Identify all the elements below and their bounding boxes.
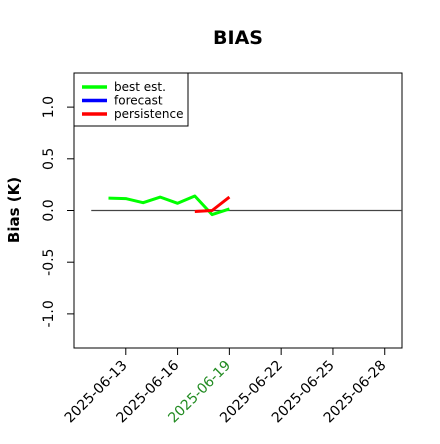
y-tick-label: 0.0 [41,199,57,221]
plot-layer: -1.0-0.50.00.51.02025-06-132025-06-16202… [41,72,403,426]
series-line-persistence [194,195,231,213]
legend-label: persistence [114,107,183,121]
y-tick-label: -1.0 [41,300,57,327]
y-tick-label: 1.0 [41,96,57,118]
y-axis-label: Bias (K) [5,177,23,243]
legend-label: forecast [114,94,163,108]
y-tick-label: -0.5 [41,249,57,276]
chart-title: BIAS [213,27,263,49]
y-tick-label: 0.5 [41,148,57,170]
legend-label: best est. [114,80,166,94]
